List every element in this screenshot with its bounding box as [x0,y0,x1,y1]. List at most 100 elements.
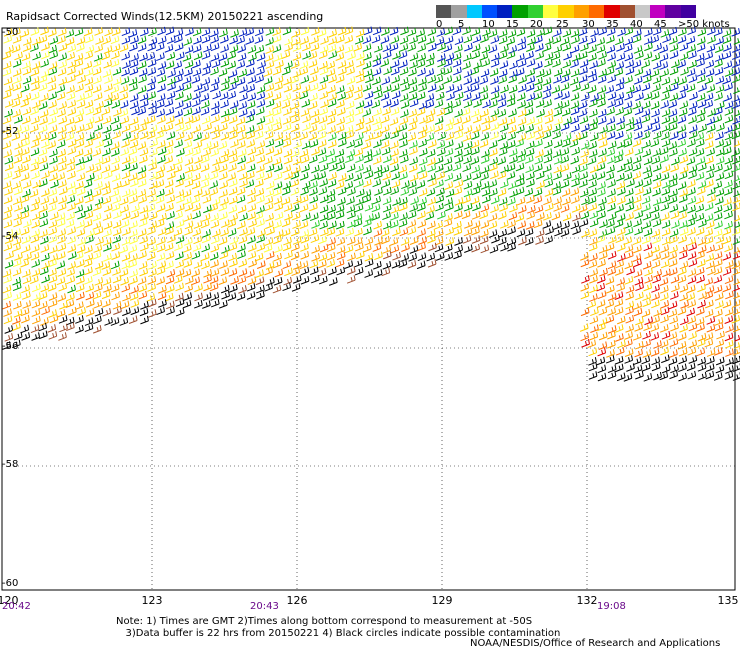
wind-barb [587,69,597,78]
wind-barb [490,204,499,214]
wind-barb [543,148,553,157]
wind-barb [103,284,112,293]
wind-barb [554,227,563,237]
wind-barb [472,181,482,190]
wind-barb [715,101,725,110]
wind-barb [605,285,615,294]
wind-barb [347,252,356,262]
wind-barb [706,43,716,53]
wind-barb [302,114,311,123]
wind-barb [589,122,598,132]
wind-barb [41,42,50,51]
wind-barb [182,53,192,62]
wind-barb [498,50,508,60]
wind-barb [635,370,644,380]
wind-barb [715,196,724,206]
wind-barb [606,219,615,228]
wind-barb [318,115,328,124]
wind-barb [354,147,364,157]
wind-barb [435,194,445,204]
wind-barb [364,170,374,180]
wind-barb [607,155,616,165]
wind-barb [633,76,643,85]
wind-barb [75,139,85,148]
wind-barb [300,235,310,244]
wind-barb [20,210,30,220]
wind-barb [335,44,345,54]
wind-barb [156,93,166,102]
wind-barb [596,282,606,292]
wind-barb [93,92,103,101]
wind-barb [57,242,67,252]
wind-barb [191,114,201,124]
wind-barb [633,364,643,374]
wind-barb [632,138,642,148]
scale-swatch [527,5,544,18]
wind-barb [715,84,725,94]
wind-barb [652,148,662,157]
wind-barb [308,59,318,68]
wind-barb [67,235,76,245]
wind-barb [335,74,345,84]
wind-barb [715,75,725,85]
wind-barb [362,165,372,174]
wind-barb [597,85,607,94]
wind-barb [128,259,138,268]
wind-barb [111,148,120,157]
wind-barb [491,52,500,62]
wind-barb [553,171,562,181]
wind-barb [715,131,724,141]
wind-barb [362,43,372,52]
wind-barb [560,122,570,131]
wind-barb [687,237,696,246]
wind-barb [713,180,723,190]
wind-barb [13,125,22,134]
wind-barb [724,131,734,141]
wind-barb [317,147,327,157]
wind-barb [525,83,535,92]
lon-label: 123 [141,594,163,607]
wind-barb [434,116,444,125]
wind-barb [400,253,409,262]
wind-barb [713,204,723,214]
wind-barb [130,35,139,45]
wind-barb [560,163,570,173]
wind-barb [372,243,382,252]
wind-barb [182,100,192,110]
wind-barb [14,141,23,150]
wind-barb [562,59,572,69]
wind-barb [590,132,599,142]
wind-barb [292,236,302,245]
wind-barb [680,300,689,309]
wind-barb [192,163,202,172]
wind-barb [382,220,392,230]
wind-barb [695,212,705,222]
wind-barb [175,83,185,93]
wind-barb [292,220,301,229]
wind-barb [380,165,390,174]
wind-barb [256,218,265,228]
wind-barb [95,101,104,110]
wind-barb [497,236,507,246]
wind-barb [201,67,211,76]
wind-barb [434,74,444,84]
wind-barb [581,275,590,284]
wind-barb [428,178,437,188]
wind-barb [337,92,346,101]
wind-barb [22,92,32,102]
wind-barb [524,100,534,109]
wind-barb [272,284,282,294]
scale-swatch [604,5,620,18]
wind-barb [129,139,139,149]
wind-barb [722,35,732,44]
wind-barb [48,188,58,197]
wind-barb [714,53,724,62]
wind-barb [715,139,725,148]
wind-barb [104,317,113,326]
wind-barb [317,123,327,133]
wind-barb [679,155,689,164]
wind-barb [246,130,256,140]
wind-barb [182,189,192,198]
wind-barb [272,107,282,117]
wind-barb [256,234,266,244]
